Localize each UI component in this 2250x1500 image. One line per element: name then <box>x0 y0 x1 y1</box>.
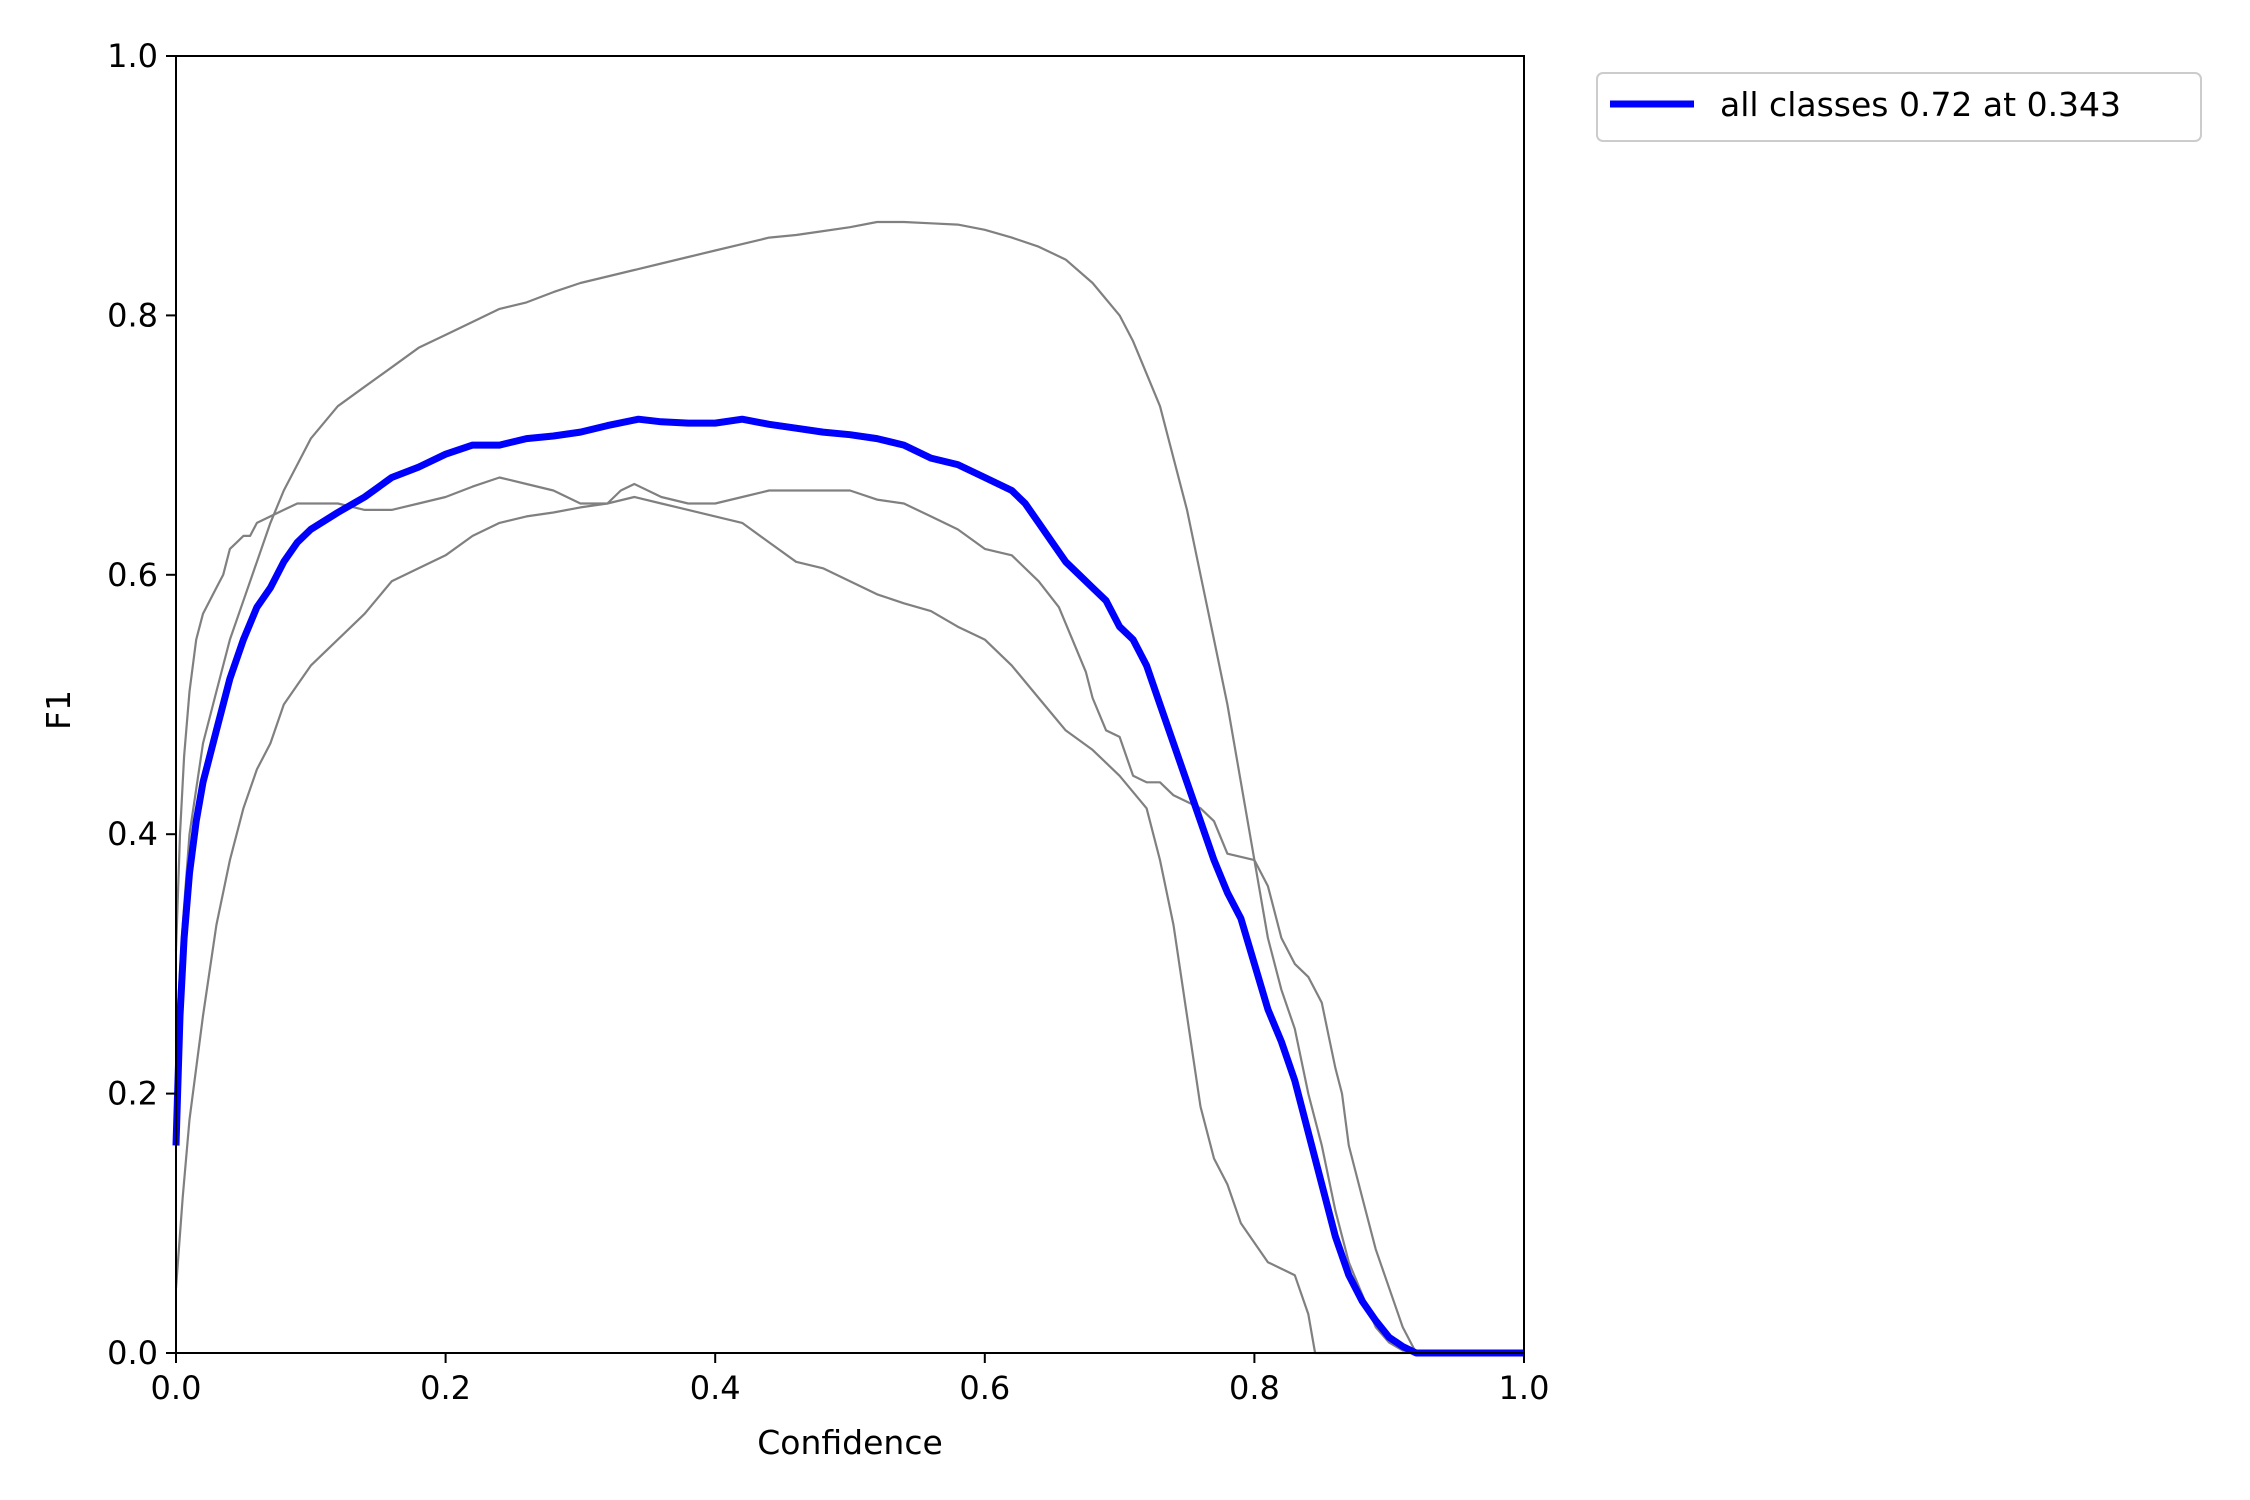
y-tick-label: 0.8 <box>107 296 158 334</box>
legend-label-all-classes: all classes 0.72 at 0.343 <box>1720 85 2121 124</box>
x-tick-label: 0.6 <box>959 1369 1010 1407</box>
x-tick-label: 0.8 <box>1229 1369 1280 1407</box>
legend: all classes 0.72 at 0.343 <box>1596 72 2202 142</box>
x-tick-label: 0.0 <box>151 1369 202 1407</box>
y-tick-label: 0.2 <box>107 1075 158 1113</box>
y-tick-label: 1.0 <box>107 37 158 75</box>
series-layer <box>172 220 1524 1357</box>
x-tick-label: 1.0 <box>1499 1369 1550 1407</box>
series-line-class-2 <box>174 495 1524 1355</box>
series-line-all-classes <box>172 415 1524 1357</box>
x-tick-label: 0.4 <box>690 1369 741 1407</box>
series-line-class-3 <box>174 220 1524 1355</box>
y-tick-label: 0.6 <box>107 556 158 594</box>
x-tick-label: 0.2 <box>420 1369 471 1407</box>
x-axis-ticks: 0.0 0.2 0.4 0.6 0.8 1.0 <box>151 1353 1550 1407</box>
y-axis-ticks: 0.0 0.2 0.4 0.6 0.8 1.0 <box>107 37 176 1372</box>
y-axis-label: F1 <box>39 690 78 730</box>
y-tick-label: 0.4 <box>107 815 158 853</box>
legend-box <box>1596 72 2202 142</box>
series-line-class-1 <box>174 476 1524 1355</box>
x-axis-label: Confidence <box>757 1423 943 1462</box>
axes-frame <box>175 55 1525 1354</box>
y-tick-label: 0.0 <box>107 1334 158 1372</box>
